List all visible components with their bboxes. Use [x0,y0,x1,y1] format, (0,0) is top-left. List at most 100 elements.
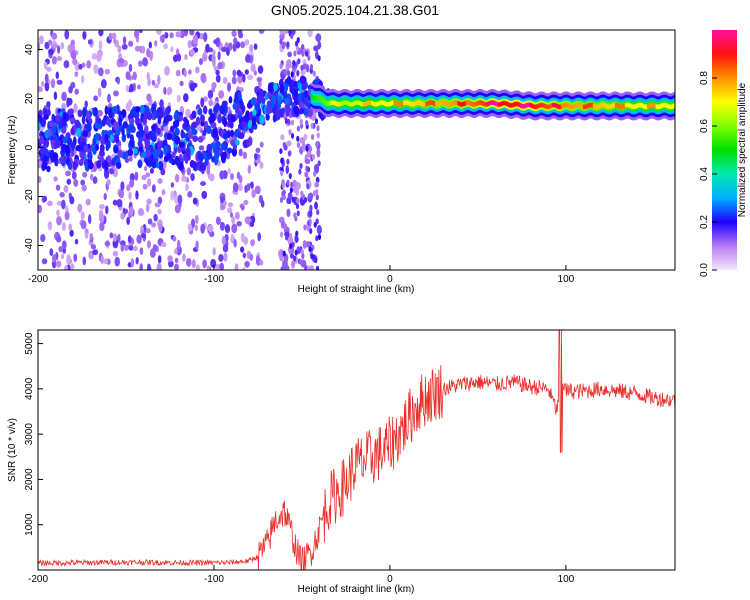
spectrogram-cell [181,175,188,182]
spectrogram-cell [394,100,397,105]
spectrogram-cell [666,103,669,109]
spectrogram-cell [244,260,250,268]
spectrogram-cell [396,101,400,107]
spectrogram-cell [132,245,138,252]
spectrogram-cell [255,254,260,265]
spectrogram-cell [128,63,133,73]
spectrogram-cell [72,58,78,66]
spectrogram-cell [579,103,582,108]
spectrogram-cell [245,54,251,63]
spectrogram-cell [296,37,300,44]
spectrogram-y-tick-label: 0 [24,144,35,150]
spectrogram-cell [138,128,144,138]
spectrogram-cell [366,100,369,106]
spectrogram-cell [314,96,317,101]
spectrogram-cell [337,102,341,107]
spectrogram-cell [202,105,208,115]
spectrogram-cell [536,104,539,109]
spectrogram-cell [342,100,345,105]
spectrogram-cell [55,71,60,80]
spectrogram-cell [206,125,212,134]
spectrogram-cell [513,101,517,107]
spectrogram-cell [591,103,594,108]
spectrogram-cell [56,209,60,217]
spectrogram-cell [497,102,501,107]
spectrogram-cell [525,103,528,108]
spectrogram-cell [532,104,535,109]
spectrogram-cell [552,102,555,108]
spectrogram-cell [481,101,485,106]
spectrogram-cell [51,113,56,123]
spectrogram-cell [669,104,672,110]
spectrogram-cell [174,173,180,183]
spectrogram-cell [282,30,288,35]
spectrogram-cell [240,204,245,211]
spectrogram-cell [69,117,76,124]
spectrogram-cell [312,170,317,177]
spectrogram-cell [139,247,144,255]
spectrogram-cell [232,43,237,52]
spectrogram-cell [129,108,136,118]
spectrogram-cell [309,228,313,235]
spectrogram-cell [309,64,314,71]
spectrogram-cell [234,129,239,138]
spectrogram-cell [232,102,238,110]
spectrogram-cell [137,140,142,148]
spectrogram-cell [187,130,194,140]
spectrogram-cell [380,100,384,105]
spectrogram-cell [157,74,161,85]
spectrogram-cell [223,200,227,207]
spectrogram-cell [218,254,224,262]
spectrogram-cell [99,156,105,163]
spectrogram-cell [115,162,122,169]
spectrogram-cell [70,44,76,52]
spectrogram-cell [163,145,168,156]
spectrogram-cell [368,100,371,105]
spectrogram-cell [146,93,152,102]
spectrogram-cell [220,152,227,162]
spectrogram-cell [134,30,140,39]
spectrogram-cell [317,234,322,241]
spectrogram-cell [534,104,538,110]
spectrogram-cell [70,127,75,136]
spectrogram-cell [351,102,354,107]
spectrogram-cell [313,45,320,52]
spectrogram-cell [516,101,519,107]
spectrogram-cell [185,108,191,118]
spectrogram-cell [186,167,192,176]
spectrogram-cell [299,101,305,111]
snr-x-tick-label: 100 [558,574,575,585]
spectrogram-cell [303,224,307,231]
spectrogram-cell [158,224,163,233]
spectrogram-cell [558,104,561,110]
spectrogram-cell [190,173,195,182]
spectrogram-cell [437,101,440,107]
spectrogram-cell [341,100,344,106]
spectrogram-cell [272,113,277,123]
spectrogram-cell [82,107,87,118]
spectrogram-cell [277,95,283,104]
spectrogram-cell [100,79,107,89]
spectrogram-cell [82,171,88,178]
spectrogram-cell [116,198,123,208]
spectrogram-cell [563,103,566,108]
spectrogram-cell [145,105,150,115]
spectrogram-cell [212,49,216,56]
spectrogram-cell [130,257,135,268]
spectrogram-cell [557,104,560,109]
spectrogram-cell [411,102,414,107]
spectrogram-cell [68,223,72,232]
spectrogram-cell [330,100,333,105]
spectrogram-cell [415,100,418,106]
spectrogram-cell [320,97,323,102]
spectrogram-cell [297,93,302,102]
spectrogram-cell [443,100,446,106]
spectrogram-cell [127,148,134,157]
spectrogram-cell [215,74,221,83]
spectrogram-cell [210,258,217,268]
spectrogram-cell [238,32,244,39]
spectrogram-cell [660,103,663,108]
spectrogram-cell [97,67,104,77]
spectrogram-cell [161,242,167,248]
spectrogram-cell [465,100,469,105]
